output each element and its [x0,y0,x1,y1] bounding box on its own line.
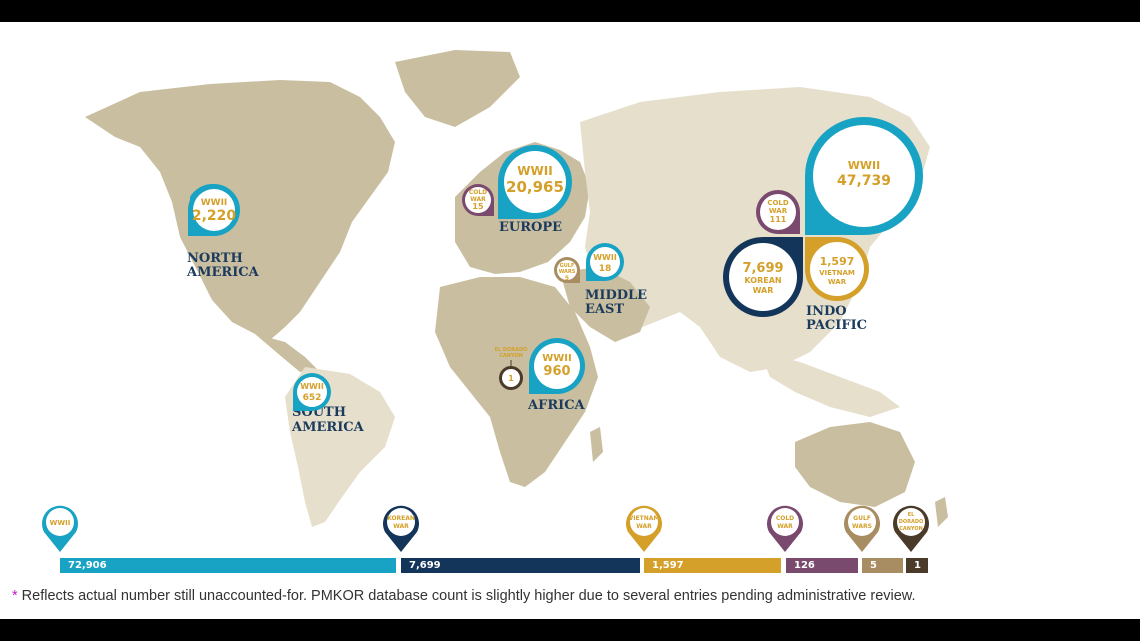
total-bar-vietnam-war: 1,597 [644,558,781,573]
pin-europe-wwii[interactable]: WWII 20,965 [498,145,572,219]
total-bar-korean-value: 7,699 [409,560,441,571]
footnote-asterisk: * [12,588,18,604]
pin-eu-wwii-value: 20,965 [506,178,564,196]
legend-wwii-label: WWII [50,519,71,527]
legend-vietnam-label2: WAR [636,523,652,530]
pin-me-wwii-label: WWII [593,253,617,262]
central-america-land [255,334,318,372]
total-bar-gulf-wars: 5 [862,558,903,573]
legend-eldorado-label3: CANYON [899,526,923,532]
legend-gulf-label1: GULF [853,515,871,522]
pin-ip-wwii-value: 47,739 [837,173,891,189]
legend-eldorado-label1: EL [908,512,915,518]
region-africa: AFRICA [527,398,586,413]
legend-cold-label1: COLD [776,515,794,522]
pin-ip-korean-label1: KOREAN [744,276,781,285]
legend-pin-cold-war[interactable]: COLD WAR [767,505,803,552]
pin-ip-korean-label2: WAR [753,286,774,295]
pin-af-eldorado-value: 1 [508,374,514,383]
legend-pin-el-dorado-canyon[interactable]: EL DORADO CANYON [893,505,929,552]
new-zealand-land [935,497,948,527]
greenland-land [395,50,520,127]
pin-ip-cold-label2: WAR [769,207,788,215]
total-bar-el-dorado-canyon: 1 [906,558,928,573]
legend-pin-korean-war[interactable]: KOREAN WAR [383,505,420,552]
total-bar-cold-value: 126 [794,560,815,571]
pin-eu-wwii-label: WWII [517,164,552,178]
pin-south-america-wwii[interactable]: WWII 652 [293,373,331,411]
total-bar-eldorado-value: 1 [914,560,921,571]
middle-east-land [560,267,650,342]
infographic-frame: NORTH AMERICA SOUTH AMERICA EUROPE MIDDL… [0,22,1140,619]
pin-africa-wwii[interactable]: WWII 960 [529,338,585,394]
region-north-america-line1: NORTH [187,251,243,266]
pin-middle-east-gulf-wars[interactable]: GULF WARS 5 [554,257,580,283]
pin-me-gulf-label1: GULF [560,263,575,269]
australia-land [795,422,915,507]
pin-na-wwii-value: 2,220 [192,208,237,224]
legend-pin-vietnam-war[interactable]: VIETNAM WAR [626,505,662,552]
legend-korean-label2: WAR [393,523,409,530]
pin-eu-cold-label1: COLD [469,189,487,196]
pin-eu-cold-label2: WAR [470,196,486,203]
total-bar-wwii: 72,906 [60,558,396,573]
pin-eu-cold-value: 15 [472,202,484,211]
total-bar-wwii-value: 72,906 [68,560,107,571]
total-bar-korean-war: 7,699 [401,558,640,573]
pin-af-wwii-label: WWII [542,353,572,364]
world-map: NORTH AMERICA SOUTH AMERICA EUROPE MIDDL… [42,50,948,552]
pin-me-gulf-label2: WARS [559,269,576,275]
pin-ip-vietnam-label1: VIETNAM [819,269,855,277]
legend-korean-label1: KOREAN [387,515,415,522]
region-labels: NORTH AMERICA SOUTH AMERICA EUROPE MIDDL… [186,220,867,435]
legend-gulf-label2: WARS [852,523,872,530]
pin-af-eldorado-label2: CANYON [499,353,523,359]
pin-middle-east-wwii[interactable]: WWII 18 [586,243,624,281]
total-bar-cold-war: 126 [786,558,858,573]
pin-af-wwii-value: 960 [543,364,570,379]
pin-ip-cold-label1: COLD [767,199,789,207]
southeast-asia-land [760,352,900,417]
region-middle-east-line1: MIDDLE [585,288,647,303]
total-bar-vietnam-value: 1,597 [652,560,684,571]
legend-eldorado-label2: DORADO [899,519,924,525]
pin-indo-pacific-cold-war[interactable]: COLD WAR 111 [756,190,800,234]
pin-af-eldorado-label1: EL DORADO [495,347,528,353]
pin-na-wwii-label: WWII [201,198,228,208]
region-indo-pacific-line1: INDO [806,304,847,319]
region-south-america-line2: AMERICA [291,420,365,435]
pin-ip-vietnam-value: 1,597 [820,255,855,268]
region-north-america-line2: AMERICA [186,265,260,280]
pin-indo-pacific-wwii[interactable]: WWII 47,739 [805,117,923,235]
legend-pin-wwii[interactable]: WWII [42,505,78,552]
total-bar-gulf-value: 5 [870,560,877,571]
pin-me-gulf-value: 5 [565,275,569,282]
pin-ip-cold-value: 111 [770,215,787,224]
bottom-letterbox [0,619,1140,641]
region-indo-pacific-line2: PACIFIC [806,318,867,333]
pin-me-wwii-value: 18 [599,264,612,274]
pin-ip-korean-value: 7,699 [742,261,783,276]
pin-north-america-wwii[interactable]: WWII 2,220 [188,184,240,237]
region-europe: EUROPE [499,220,562,235]
pin-indo-pacific-vietnam-war[interactable]: 1,597 VIETNAM WAR [805,237,869,301]
pin-sa-wwii-value: 652 [303,393,322,403]
pin-africa-el-dorado-canyon[interactable]: EL DORADO CANYON 1 [495,347,528,390]
region-middle-east-line2: EAST [585,302,624,317]
madagascar-land [590,427,603,462]
footnote: * Reflects actual number still unaccount… [12,588,916,604]
legend-vietnam-label1: VIETNAM [629,515,660,522]
legend-pin-gulf-wars[interactable]: GULF WARS [844,505,880,552]
pin-indo-pacific-korean-war[interactable]: 7,699 KOREAN WAR [723,237,803,317]
pin-sa-wwii-label: WWII [300,382,324,391]
legend-cold-label2: WAR [777,523,793,530]
pin-europe-cold-war[interactable]: COLD WAR 15 [462,184,494,216]
pin-ip-vietnam-label2: WAR [828,278,847,286]
footnote-text: Reflects actual number still unaccounted… [17,588,916,604]
pin-ip-wwii-label: WWII [848,159,880,172]
